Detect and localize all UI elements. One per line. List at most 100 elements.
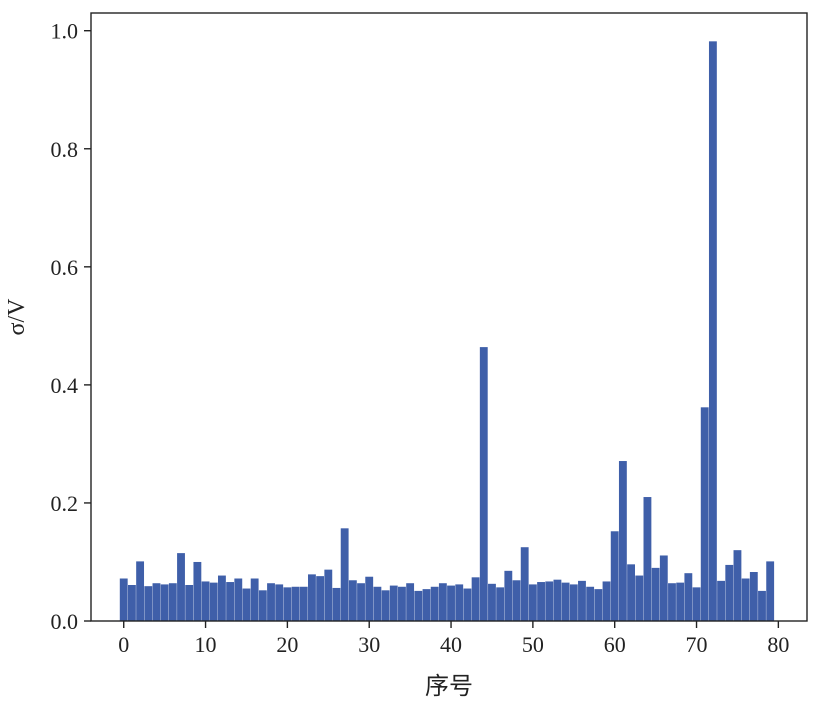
bar-75 xyxy=(733,550,742,621)
bar-37 xyxy=(422,589,431,621)
bar-56 xyxy=(578,580,586,621)
bar-6 xyxy=(168,583,177,621)
bar-40 xyxy=(447,585,455,621)
x-tick-label-80: 80 xyxy=(767,632,789,657)
bar-3 xyxy=(144,586,153,621)
bar-19 xyxy=(275,584,284,621)
bar-34 xyxy=(398,586,406,621)
bar-54 xyxy=(561,582,570,621)
bar-7 xyxy=(177,553,185,621)
bar-49 xyxy=(520,547,529,621)
bar-2 xyxy=(136,561,145,621)
bar-39 xyxy=(438,583,447,621)
bar-4 xyxy=(152,583,161,621)
y-tick-label-0.2: 0.2 xyxy=(51,491,79,516)
bar-47 xyxy=(504,570,513,621)
bar-51 xyxy=(537,582,545,621)
y-axis-ticks: 0.0 0.2 0.4 0.6 0.8 1.0 xyxy=(51,19,91,634)
bar-18 xyxy=(267,583,275,621)
bar-24 xyxy=(316,576,325,621)
bar-62 xyxy=(627,564,635,621)
x-tick-label-40: 40 xyxy=(440,632,462,657)
bar-46 xyxy=(496,587,505,621)
bar-11 xyxy=(209,582,218,621)
x-tick-label-20: 20 xyxy=(276,632,298,657)
bar-79 xyxy=(766,561,775,621)
bar-67 xyxy=(668,583,676,621)
bar-28 xyxy=(348,580,357,621)
bars-group xyxy=(119,41,775,621)
bar-5 xyxy=(160,584,169,621)
y-tick-label-1: 1.0 xyxy=(51,19,79,44)
bar-25 xyxy=(324,569,333,621)
bar-31 xyxy=(373,586,382,621)
bar-32 xyxy=(381,590,390,621)
bar-48 xyxy=(512,580,521,621)
bar-45 xyxy=(488,583,496,621)
bar-74 xyxy=(725,564,734,621)
x-axis-ticks: 0 10 20 30 40 50 60 70 80 xyxy=(118,621,789,657)
bar-61 xyxy=(618,461,627,621)
bar-8 xyxy=(185,584,194,621)
bar-53 xyxy=(553,579,562,621)
bar-35 xyxy=(406,583,415,621)
bar-64 xyxy=(643,497,652,621)
bar-12 xyxy=(217,575,226,621)
bar-29 xyxy=(357,583,365,621)
bar-10 xyxy=(201,581,210,621)
bar-73 xyxy=(717,580,726,621)
y-tick-label-0: 0.0 xyxy=(51,609,79,634)
bar-1 xyxy=(127,584,136,621)
bar-13 xyxy=(226,582,235,621)
bar-60 xyxy=(610,531,619,621)
bar-30 xyxy=(365,576,374,621)
bar-50 xyxy=(528,584,537,621)
y-tick-label-0.8: 0.8 xyxy=(51,137,79,162)
bar-71 xyxy=(700,407,709,621)
bar-52 xyxy=(545,581,554,621)
y-axis-label: σ/V xyxy=(4,298,30,336)
bar-63 xyxy=(635,575,644,621)
x-tick-label-70: 70 xyxy=(686,632,708,657)
bar-43 xyxy=(471,577,480,621)
bar-16 xyxy=(250,578,259,621)
bar-55 xyxy=(569,584,578,621)
bar-26 xyxy=(332,587,341,621)
bar-68 xyxy=(676,582,685,621)
bar-14 xyxy=(234,578,243,621)
x-tick-label-10: 10 xyxy=(195,632,217,657)
bar-38 xyxy=(430,586,439,621)
bar-15 xyxy=(242,588,251,621)
bar-70 xyxy=(692,587,701,621)
bar-69 xyxy=(684,573,693,621)
x-tick-label-60: 60 xyxy=(604,632,626,657)
x-tick-label-30: 30 xyxy=(358,632,380,657)
bar-21 xyxy=(291,586,300,621)
bar-17 xyxy=(258,590,267,621)
bar-59 xyxy=(602,581,611,621)
bar-72 xyxy=(708,41,717,621)
bar-78 xyxy=(758,590,766,621)
bar-65 xyxy=(651,567,660,621)
bar-77 xyxy=(749,572,758,621)
bar-22 xyxy=(299,586,308,621)
bar-23 xyxy=(308,574,316,621)
bar-27 xyxy=(340,528,349,621)
bar-44 xyxy=(479,347,488,621)
bar-76 xyxy=(741,578,750,621)
x-tick-label-0: 0 xyxy=(118,632,129,657)
y-tick-label-0.6: 0.6 xyxy=(51,255,79,280)
bar-41 xyxy=(455,584,464,621)
bar-33 xyxy=(389,585,398,621)
y-tick-label-0.4: 0.4 xyxy=(51,373,79,398)
bar-66 xyxy=(659,555,668,621)
bar-42 xyxy=(463,588,472,621)
bar-20 xyxy=(283,587,292,621)
bar-58 xyxy=(594,589,603,621)
bar-36 xyxy=(414,590,423,621)
x-axis-label: 序号 xyxy=(425,673,473,700)
bar-9 xyxy=(193,561,202,621)
bar-0 xyxy=(119,578,128,621)
x-tick-label-50: 50 xyxy=(522,632,544,657)
